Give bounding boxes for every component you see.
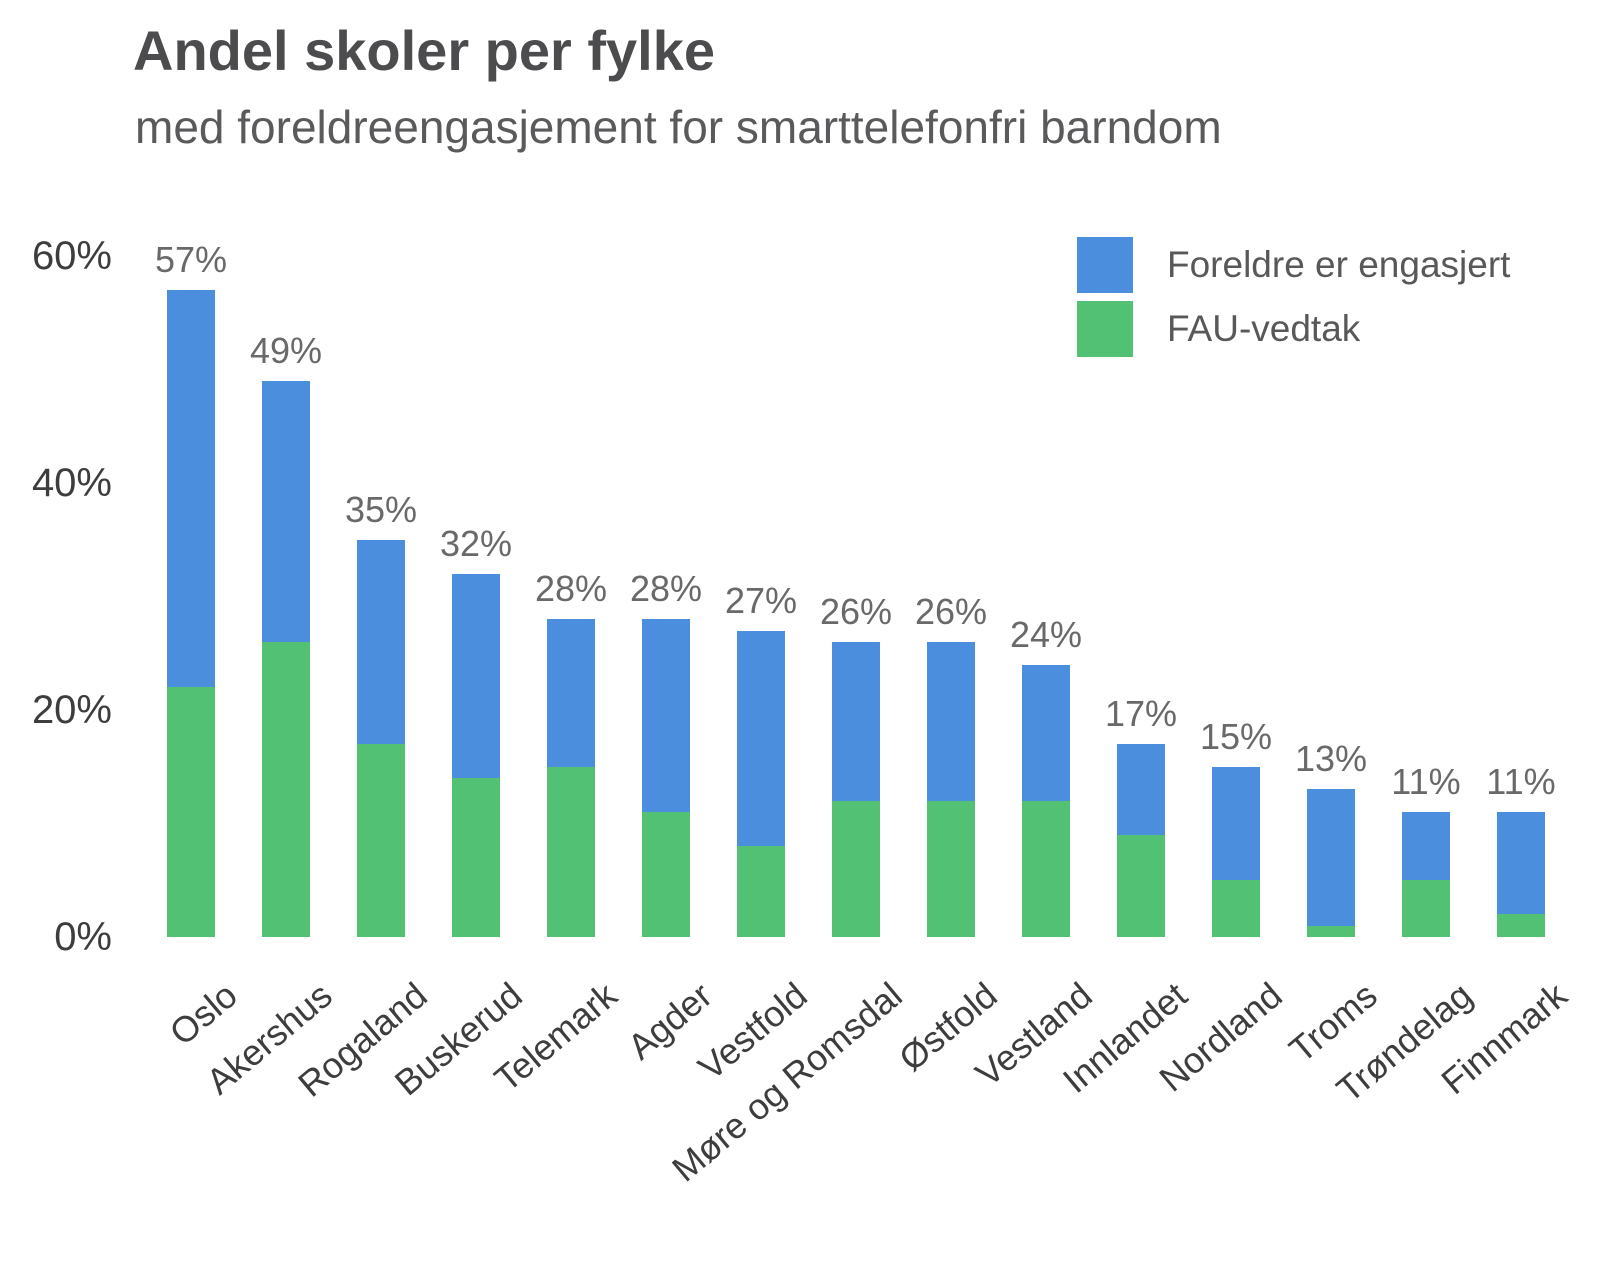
bar-segment-fau	[1117, 834, 1165, 937]
bar-segment-foreldre	[1307, 789, 1355, 926]
bar-segment-fau	[1497, 914, 1545, 937]
bar-segment-fau	[167, 687, 215, 937]
y-tick-label: 40%	[31, 461, 112, 505]
legend: Foreldre er engasjert FAU-vedtak	[1077, 237, 1510, 365]
y-tick-label: 0%	[54, 915, 112, 959]
bar-segment-foreldre	[1117, 744, 1165, 835]
bar-segment-fau	[642, 812, 690, 937]
bar-segment-foreldre	[737, 630, 785, 847]
bar-total-label: 15%	[1199, 715, 1273, 757]
legend-label: Foreldre er engasjert	[1167, 244, 1511, 285]
bar-segment-fau	[927, 800, 975, 937]
bar-segment-foreldre	[927, 641, 975, 801]
bar-segment-foreldre	[642, 619, 690, 813]
bar-total-label: 11%	[1486, 761, 1556, 803]
y-tick-label: 20%	[31, 688, 112, 732]
legend-swatch-foreldre	[1077, 237, 1133, 293]
bar-segment-foreldre	[1497, 812, 1545, 915]
bar-segment-fau	[547, 766, 595, 937]
legend-item: FAU-vedtak	[1077, 301, 1510, 357]
bar-segment-fau	[832, 800, 880, 937]
bar-segment-foreldre	[452, 573, 500, 779]
bar-segment-foreldre	[1402, 812, 1450, 881]
chart-subtitle: med foreldreengasjement for smarttelefon…	[135, 101, 1222, 153]
bar-total-label: 49%	[249, 329, 323, 371]
bar-total-label: 27%	[724, 579, 798, 621]
bar-total-label: 28%	[629, 568, 703, 610]
bar-total-label: 32%	[439, 522, 513, 564]
bar-segment-foreldre	[1022, 664, 1070, 801]
chart-title: Andel skoler per fylke	[133, 19, 716, 82]
bar-total-label: 57%	[154, 239, 228, 281]
bar-total-label: 24%	[1009, 613, 1083, 655]
legend-label: FAU-vedtak	[1167, 308, 1361, 349]
bar-segment-fau	[1022, 800, 1070, 937]
bar-segment-foreldre	[547, 619, 595, 767]
bar-total-label: 26%	[819, 590, 893, 632]
bar-total-label: 35%	[344, 488, 418, 530]
bar-total-label: 28%	[534, 568, 608, 610]
bar-total-label: 13%	[1294, 738, 1368, 780]
bar-segment-foreldre	[357, 539, 405, 745]
bar-total-label: 11%	[1391, 761, 1461, 803]
bar-segment-foreldre	[262, 380, 310, 642]
bar-total-label: 17%	[1104, 693, 1178, 735]
legend-swatch-fau	[1077, 301, 1133, 357]
bar-segment-foreldre	[1212, 766, 1260, 881]
bar-segment-foreldre	[167, 290, 215, 688]
bar-segment-fau	[737, 846, 785, 937]
bar-segment-fau	[452, 778, 500, 937]
bar-segment-fau	[1212, 880, 1260, 937]
bar-segment-foreldre	[832, 641, 880, 801]
bar-segment-fau	[357, 744, 405, 937]
bar-segment-fau	[1307, 925, 1355, 937]
y-tick-label: 60%	[31, 234, 112, 278]
bar-total-label: 26%	[914, 590, 988, 632]
legend-item: Foreldre er engasjert	[1077, 237, 1510, 293]
bar-segment-fau	[1402, 880, 1450, 937]
bar-segment-fau	[262, 641, 310, 937]
